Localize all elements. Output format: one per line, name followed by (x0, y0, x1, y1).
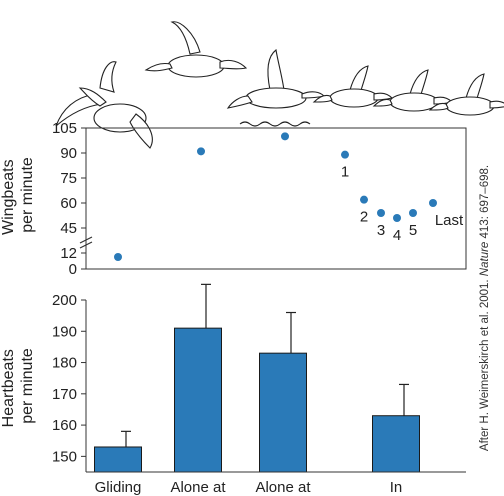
axis-break-mark (79, 236, 93, 249)
heartbeats-y-tick-label: 150 (52, 448, 77, 465)
water-waves (239, 121, 311, 127)
pelican-drawing (144, 21, 248, 78)
pelican-illustration (55, 21, 504, 149)
wingbeats-y-tick-label: 60 (60, 195, 77, 212)
wingbeats-point (429, 199, 437, 207)
heartbeats-category-label: Alone at50 meters (165, 479, 232, 496)
heartbeats-y-label-line: per minute (19, 348, 36, 424)
wingbeats-y-tick-label: 0 (69, 261, 77, 278)
heartbeats-y-tick-label: 180 (52, 355, 77, 372)
heartbeats-bar (94, 446, 142, 473)
wingbeats-point-label: 4 (393, 227, 401, 244)
wingbeats-point-label: 3 (377, 222, 385, 239)
pelican-drawing (312, 65, 394, 108)
heartbeats-category-label: Gliding (95, 479, 142, 496)
heartbeats-y-tick-label: 170 (52, 386, 77, 403)
credit-prefix: After H. Weimerskirch et al. 2001. (479, 276, 491, 451)
heartbeats-category-line: Gliding (95, 479, 142, 496)
wingbeats-point-label: 2 (360, 209, 368, 226)
wingbeats-y-tick-label: 75 (60, 170, 77, 187)
heartbeats-category-line: Alone at (255, 479, 311, 496)
wingbeats-point (377, 209, 385, 217)
heartbeats-y-tick-label: 200 (52, 292, 77, 309)
wingbeats-point (360, 195, 368, 204)
heartbeats-y-label-line: Heartbeats (0, 349, 17, 427)
wingbeats-y-tick-label: 12 (60, 245, 77, 262)
heartbeats-y-tick-label: 190 (52, 323, 77, 340)
wingbeats-y-label-line: Wingbeats (0, 159, 17, 235)
heartbeats-category-line: Alone at (170, 479, 226, 496)
heartbeats-bar (259, 352, 307, 473)
source-credit: After H. Weimerskirch et al. 2001. Natur… (479, 165, 491, 451)
heartbeats-bar (174, 327, 222, 473)
wingbeats-point (197, 147, 205, 156)
wingbeats-point (341, 150, 349, 159)
wingbeats-y-tick-label: 90 (60, 145, 77, 162)
wingbeats-y-tick-label: 45 (60, 220, 77, 237)
pelican-drawing (55, 61, 153, 149)
heartbeats-y-label: Heartbeats per minute (0, 345, 36, 428)
wingbeats-point-label: 1 (341, 164, 349, 181)
heartbeats-category-label: Information (365, 479, 428, 496)
heartbeats-bar (372, 415, 420, 473)
pelican-drawing (226, 49, 326, 109)
pelican-drawing (428, 73, 504, 116)
wingbeats-y-label-line: per minute (19, 157, 36, 233)
heartbeats-category-line: In (390, 479, 403, 496)
heartbeats-category-label: Alone at1 meter (255, 479, 311, 496)
heartbeats-chart: Heartbeats per minute 150 160 170 180 190 200… (0, 283, 466, 496)
credit-suffix: 413: 697–698. (479, 165, 491, 242)
wingbeats-point (393, 214, 401, 222)
pelican-drawing (372, 69, 454, 112)
wingbeats-point-label: 5 (409, 222, 417, 239)
wingbeats-plot-frame (85, 127, 467, 270)
wingbeats-y-tick-label: 105 (52, 120, 77, 137)
wingbeats-point (281, 132, 289, 141)
wingbeats-point (114, 253, 122, 261)
heartbeats-y-tick-label: 160 (52, 417, 77, 434)
wingbeats-point (409, 209, 417, 217)
wingbeats-point-label: Last (435, 212, 464, 229)
credit-journal: Nature (479, 242, 491, 277)
wingbeats-y-label: Wingbeats per minute (0, 155, 36, 235)
